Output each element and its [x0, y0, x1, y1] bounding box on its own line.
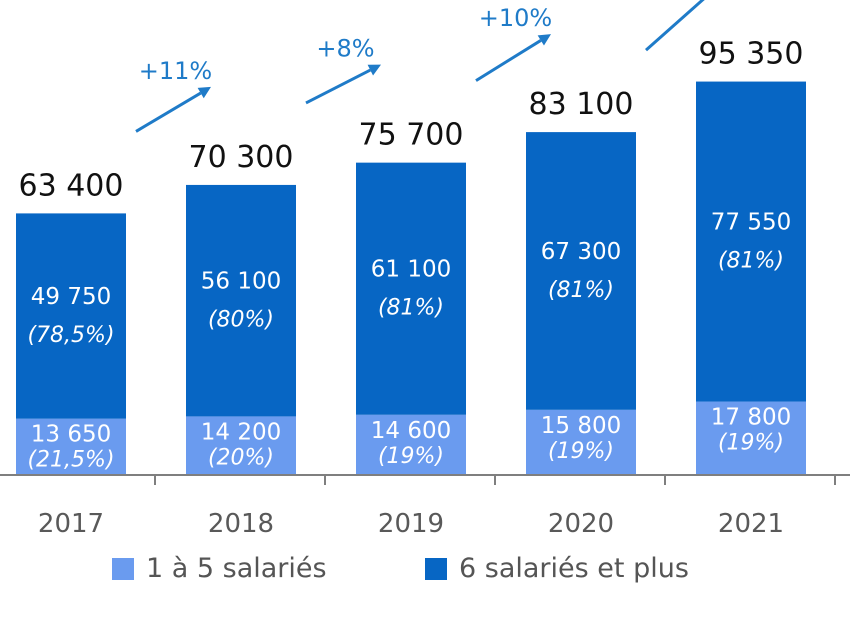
growth-arrow-3	[645, 0, 705, 52]
x-axis: 2017 2018 2019 2020 2021	[0, 474, 850, 539]
bar-segment-small-2021	[696, 401, 806, 475]
bar-segment-large-2019	[356, 162, 466, 415]
labels-layer: 13 650(21,5%) 49 750 (78,5%) 63 400 14 200(2…	[19, 37, 804, 473]
x-tick-label-2018: 2018	[208, 509, 274, 539]
x-tick-label-2021: 2021	[718, 509, 784, 539]
data-label-small-2021: 17 800	[711, 405, 791, 431]
growth-arrowhead-2	[537, 34, 551, 46]
x-tick-label-2019: 2019	[378, 509, 444, 539]
legend-item-large-companies: 6 salariés et plus	[425, 553, 689, 584]
growth-label-1: +8%	[316, 35, 374, 63]
data-label-large-2019: 61 100	[371, 257, 451, 283]
growth-arrow-1	[305, 68, 371, 105]
bar-segment-small-2018	[186, 416, 296, 475]
bar-segment-small-2019	[356, 414, 466, 475]
share-label-small-2017: (21,5%)	[27, 448, 114, 473]
total-label-2021: 95 350	[699, 37, 804, 72]
bar-segment-small-2020	[526, 409, 636, 475]
bar-segment-small-2017	[16, 418, 126, 475]
bars-layer	[16, 81, 806, 475]
share-label-large-2019: (81%)	[378, 296, 444, 321]
total-label-2020: 83 100	[529, 87, 634, 122]
total-label-2018: 70 300	[189, 140, 294, 175]
share-label-large-2018: (80%)	[208, 308, 274, 333]
growth-arrow-2	[475, 39, 542, 82]
x-tick-label-2020: 2020	[548, 509, 614, 539]
growth-label-2: +10%	[479, 4, 552, 32]
share-label-small-2021: (19%)	[718, 431, 784, 456]
data-label-small-2019: 14 600	[371, 418, 451, 444]
total-label-2017: 63 400	[19, 168, 124, 203]
legend-label-small: 1 à 5 salariés	[146, 553, 327, 584]
legend-item-small-companies: 1 à 5 salariés	[112, 553, 327, 584]
total-label-2019: 75 700	[359, 118, 464, 153]
bar-segment-large-2017	[16, 213, 126, 419]
share-label-large-2017: (78,5%)	[27, 323, 114, 348]
data-label-large-2021: 77 550	[711, 210, 791, 236]
data-label-small-2020: 15 800	[541, 413, 621, 439]
legend-label-large: 6 salariés et plus	[459, 553, 689, 584]
legend: 1 à 5 salariés 6 salariés et plus	[0, 553, 850, 593]
data-label-large-2018: 56 100	[201, 269, 281, 295]
x-tick-label-2017: 2017	[38, 509, 104, 539]
bar-segment-large-2020	[526, 132, 636, 410]
share-label-small-2019: (19%)	[378, 444, 444, 469]
data-label-large-2020: 67 300	[541, 239, 621, 265]
growth-label-0: +11%	[139, 57, 212, 85]
growth-arrowhead-0	[197, 86, 211, 99]
data-label-small-2017: 13 650	[31, 422, 111, 448]
legend-swatch-large	[425, 557, 447, 580]
bar-segment-large-2021	[696, 81, 806, 402]
growth-arrow-0	[135, 91, 202, 133]
legend-swatch-small	[112, 557, 134, 580]
data-label-small-2018: 14 200	[201, 419, 281, 445]
bar-segment-large-2018	[186, 184, 296, 417]
share-label-large-2020: (81%)	[548, 278, 614, 303]
growth-annotations: +11%+8%+10%+14,5%	[135, 0, 705, 133]
share-label-small-2018: (20%)	[208, 445, 274, 470]
growth-arrowhead-1	[367, 64, 381, 76]
share-label-small-2020: (19%)	[548, 439, 614, 464]
share-label-large-2021: (81%)	[718, 249, 784, 274]
data-label-large-2017: 49 750	[31, 284, 111, 310]
